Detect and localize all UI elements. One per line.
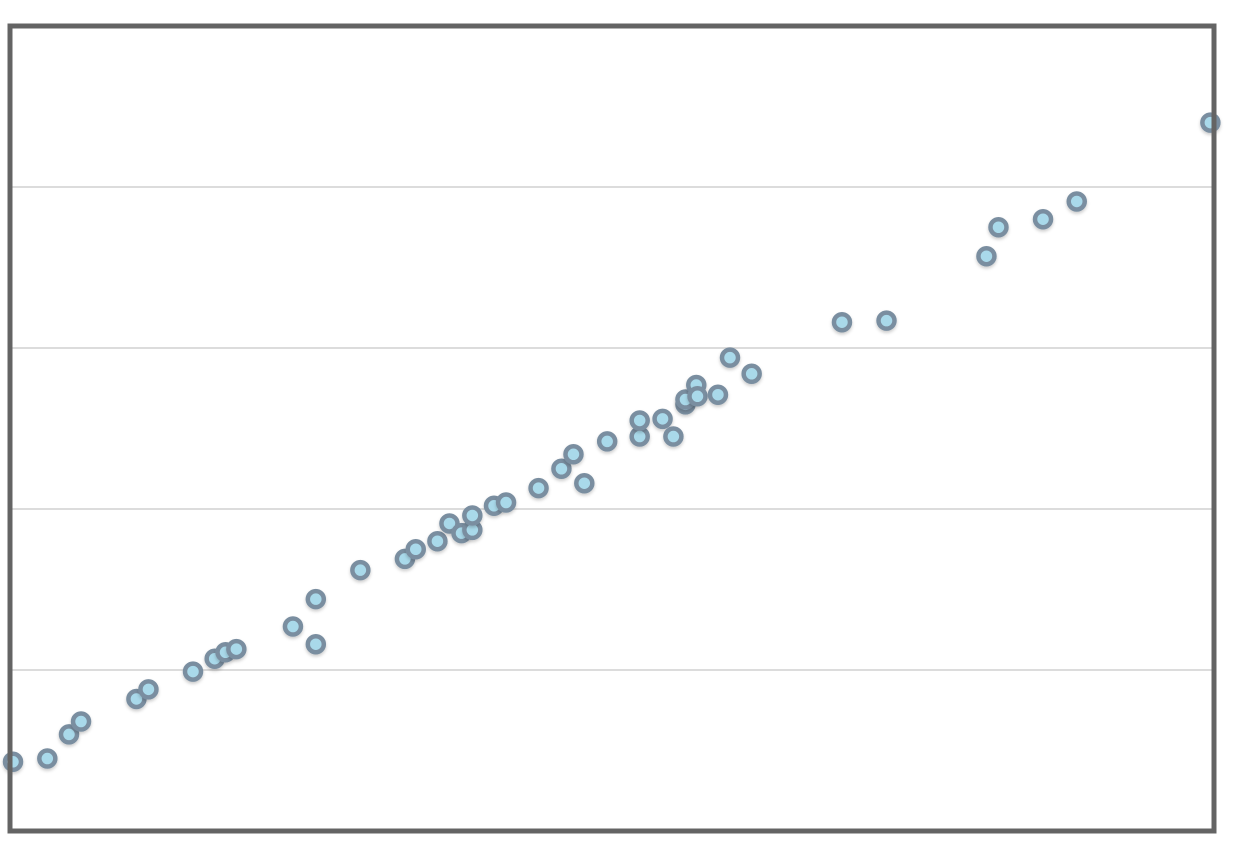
point bbox=[663, 426, 684, 447]
point bbox=[976, 245, 997, 267]
point bbox=[551, 458, 572, 479]
point bbox=[2, 751, 24, 773]
point bbox=[629, 410, 650, 431]
point bbox=[574, 472, 595, 494]
point bbox=[719, 347, 741, 368]
point bbox=[563, 444, 584, 465]
point bbox=[876, 310, 897, 331]
point bbox=[596, 431, 618, 452]
point bbox=[1032, 208, 1054, 230]
point bbox=[305, 633, 327, 655]
point bbox=[462, 505, 483, 526]
point bbox=[988, 217, 1009, 238]
point bbox=[741, 363, 762, 385]
point bbox=[652, 408, 673, 430]
point bbox=[182, 661, 204, 682]
point bbox=[687, 386, 708, 407]
point bbox=[138, 679, 159, 700]
point bbox=[70, 711, 92, 732]
point bbox=[405, 539, 426, 560]
point bbox=[427, 530, 448, 552]
point bbox=[495, 492, 517, 513]
point bbox=[58, 724, 80, 745]
point bbox=[707, 384, 729, 405]
point bbox=[350, 559, 371, 581]
point bbox=[305, 588, 327, 610]
point bbox=[37, 748, 58, 769]
point bbox=[282, 616, 304, 637]
plot-frame bbox=[7, 23, 1217, 834]
point bbox=[528, 477, 549, 499]
point bbox=[831, 311, 853, 333]
point bbox=[226, 638, 247, 660]
point bbox=[1066, 191, 1087, 212]
point bbox=[629, 426, 650, 447]
